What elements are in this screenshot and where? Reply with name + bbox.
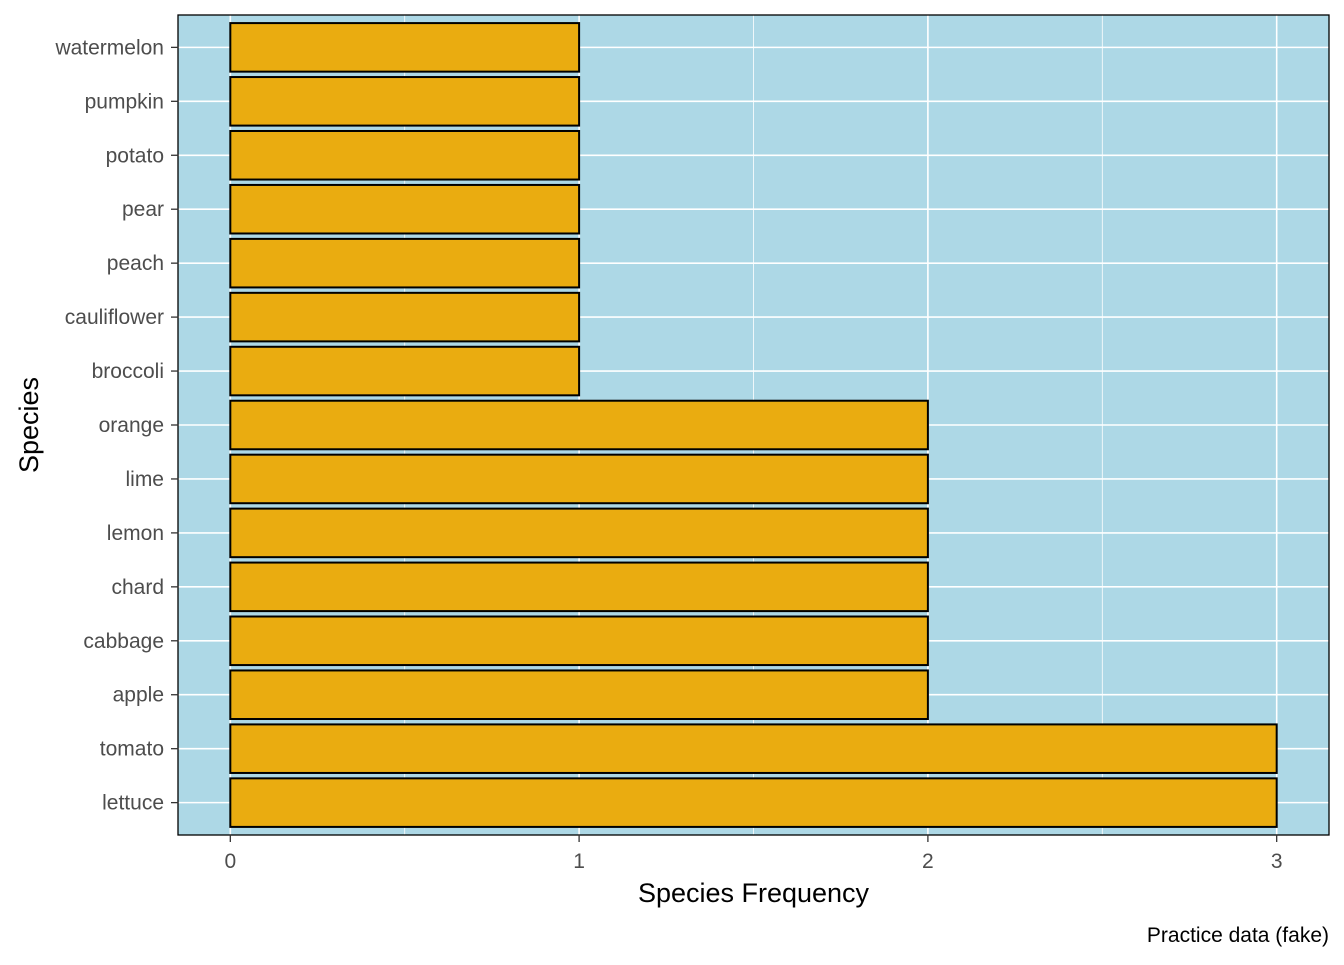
x-tick-label: 1 xyxy=(573,850,585,873)
y-tick-label: lime xyxy=(125,468,164,491)
y-tick-label: orange xyxy=(99,414,164,437)
axis-ticks: watermelon pumpkin potato pear peach cauliflo… xyxy=(54,36,1282,873)
bar-lemon xyxy=(229,507,929,559)
bar-tomato xyxy=(229,723,1278,774)
bar-peach xyxy=(229,237,581,289)
y-tick-label: lettuce xyxy=(102,792,164,815)
bar-cauliflower xyxy=(229,291,581,343)
y-tick-label: lemon xyxy=(107,522,164,545)
x-tick-label: 2 xyxy=(922,850,934,873)
y-tick-label: cabbage xyxy=(83,630,164,653)
y-tick-label: peach xyxy=(107,252,164,275)
bar-lettuce xyxy=(229,777,1278,828)
y-tick-label: apple xyxy=(113,684,164,707)
x-tick-label: 0 xyxy=(224,850,236,873)
chart-caption: Practice data (fake) xyxy=(1147,924,1329,947)
y-tick-label: pumpkin xyxy=(85,90,164,113)
bar-cabbage xyxy=(229,615,929,667)
x-tick-label: 3 xyxy=(1271,850,1283,873)
bar-broccoli xyxy=(229,345,581,397)
bar-pear xyxy=(229,183,581,235)
bar-pumpkin xyxy=(229,76,581,127)
bar-watermelon xyxy=(229,22,581,73)
y-tick-label: potato xyxy=(106,144,164,167)
bar-lime xyxy=(229,453,929,505)
x-axis-title: Species Frequency xyxy=(638,878,870,908)
y-tick-label: watermelon xyxy=(54,36,164,59)
bars xyxy=(229,22,1278,828)
y-tick-label: pear xyxy=(122,198,164,221)
bar-apple xyxy=(229,669,929,721)
y-axis-title: Species xyxy=(14,377,44,473)
y-tick-label: cauliflower xyxy=(65,306,164,329)
bar-orange xyxy=(229,399,929,451)
y-tick-label: tomato xyxy=(100,738,164,761)
bar-potato xyxy=(229,129,581,181)
y-tick-label: chard xyxy=(111,576,164,599)
y-tick-label: broccoli xyxy=(92,360,164,383)
bar-chard xyxy=(229,561,929,613)
